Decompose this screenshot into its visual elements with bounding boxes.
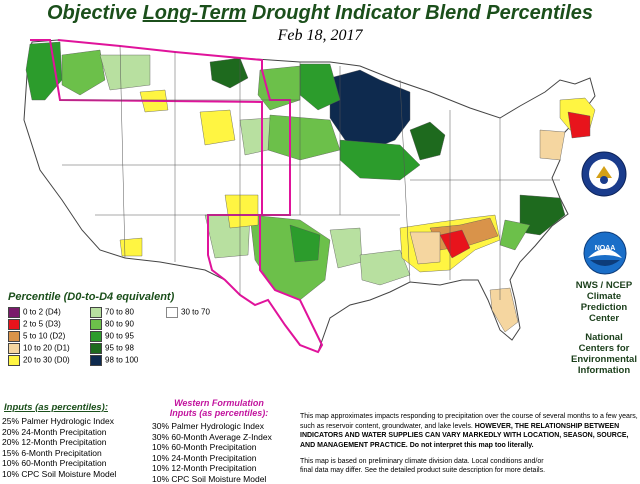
- legend-swatch: [166, 307, 178, 318]
- inputs-line: 25% Palmer Hydrologic Index: [2, 416, 116, 427]
- legend-label: 20 to 30 (D0): [23, 356, 70, 365]
- legend-item: 10 to 20 (D1): [8, 343, 70, 354]
- inputs-line: 20% 12-Month Precipitation: [2, 437, 116, 448]
- cpc-line1: Climate: [568, 291, 640, 302]
- legend-item: 30 to 70: [166, 307, 210, 318]
- western-inputs-line: 30% 60-Month Average Z-Index: [152, 432, 272, 443]
- western-inputs-title: Western Formulation Inputs (as percentil…: [154, 398, 284, 418]
- doc-seal-icon: [580, 150, 628, 198]
- legend-swatch: [8, 307, 20, 318]
- legend-item: 5 to 10 (D2): [8, 331, 65, 342]
- agency-cpc: NWS / NCEP Climate Prediction Center: [568, 280, 640, 324]
- disclaimer: This map approximates impacts responding…: [300, 412, 638, 450]
- agency-ncei: National Centers for Environmental Infor…: [568, 332, 640, 376]
- legend-swatch: [8, 319, 20, 330]
- data-note-line1: This map is based on preliminary climate…: [300, 457, 640, 466]
- legend-label: 70 to 80: [105, 308, 134, 317]
- disclaimer-p3: Do not interpret this map too literally.: [410, 442, 534, 449]
- legend-label: 98 to 100: [105, 356, 138, 365]
- map-title: Objective Long-Term Drought Indicator Bl…: [0, 2, 640, 25]
- western-inputs-line: 30% Palmer Hydrologic Index: [152, 421, 272, 432]
- western-inputs-line: 10% CPC Soil Moisture Model: [152, 474, 272, 484]
- legend-item: 0 to 2 (D4): [8, 307, 61, 318]
- inputs-title: Inputs (as percentiles):: [4, 402, 108, 413]
- legend-title: Percentile (D0-to-D4 equivalent): [8, 291, 174, 303]
- map-date: Feb 18, 2017: [0, 27, 640, 45]
- inputs-line: 10% CPC Soil Moisture Model: [2, 469, 116, 480]
- legend-item: 80 to 90: [90, 319, 134, 330]
- legend-item: 20 to 30 (D0): [8, 355, 70, 366]
- legend-item: 90 to 95: [90, 331, 134, 342]
- legend-swatch: [8, 355, 20, 366]
- ncei-line1: National: [568, 332, 640, 343]
- western-inputs-list: 30% Palmer Hydrologic Index 30% 60-Month…: [152, 421, 272, 484]
- map-title-post: Drought Indicator Blend Percentiles: [246, 2, 593, 24]
- legend-label: 5 to 10 (D2): [23, 332, 65, 341]
- western-title-line2: Inputs (as percentiles):: [154, 408, 284, 418]
- ncep-label: NWS / NCEP: [568, 280, 640, 291]
- map-title-emphasis: Long-Term: [143, 2, 247, 24]
- ncei-line2: Centers for: [568, 343, 640, 354]
- legend-swatch: [90, 355, 102, 366]
- legend-label: 30 to 70: [181, 308, 210, 317]
- inputs-line: 10% 60-Month Precipitation: [2, 458, 116, 469]
- data-note-line2: final data may differ. See the detailed …: [300, 466, 640, 475]
- noaa-logo-icon: NOAA: [582, 230, 628, 276]
- legend-swatch: [8, 331, 20, 342]
- legend-swatch: [90, 319, 102, 330]
- western-inputs-line: 10% 12-Month Precipitation: [152, 463, 272, 474]
- noaa-logo-text: NOAA: [595, 245, 616, 252]
- legend-swatch: [90, 331, 102, 342]
- western-title-line1: Western Formulation: [154, 398, 284, 408]
- legend-swatch: [90, 307, 102, 318]
- legend-label: 80 to 90: [105, 320, 134, 329]
- cpc-line3: Center: [568, 313, 640, 324]
- ncei-line4: Information: [568, 365, 640, 376]
- western-inputs-line: 10% 60-Month Precipitation: [152, 442, 272, 453]
- legend-item: 95 to 98: [90, 343, 134, 354]
- western-inputs-line: 10% 24-Month Precipitation: [152, 453, 272, 464]
- legend-label: 0 to 2 (D4): [23, 308, 61, 317]
- legend-item: 98 to 100: [90, 355, 138, 366]
- legend-item: 70 to 80: [90, 307, 134, 318]
- legend-item: 2 to 5 (D3): [8, 319, 61, 330]
- inputs-line: 20% 24-Month Precipitation: [2, 427, 116, 438]
- data-note: This map is based on preliminary climate…: [300, 457, 640, 475]
- map-title-pre: Objective: [47, 2, 143, 24]
- legend-swatch: [8, 343, 20, 354]
- legend-label: 90 to 95: [105, 332, 134, 341]
- legend-swatch: [90, 343, 102, 354]
- legend-label: 10 to 20 (D1): [23, 344, 70, 353]
- legend-label: 2 to 5 (D3): [23, 320, 61, 329]
- inputs-line: 15% 6-Month Precipitation: [2, 448, 116, 459]
- inputs-list: 25% Palmer Hydrologic Index 20% 24-Month…: [2, 416, 116, 479]
- cpc-line2: Prediction: [568, 302, 640, 313]
- legend-label: 95 to 98: [105, 344, 134, 353]
- ncei-line3: Environmental: [568, 354, 640, 365]
